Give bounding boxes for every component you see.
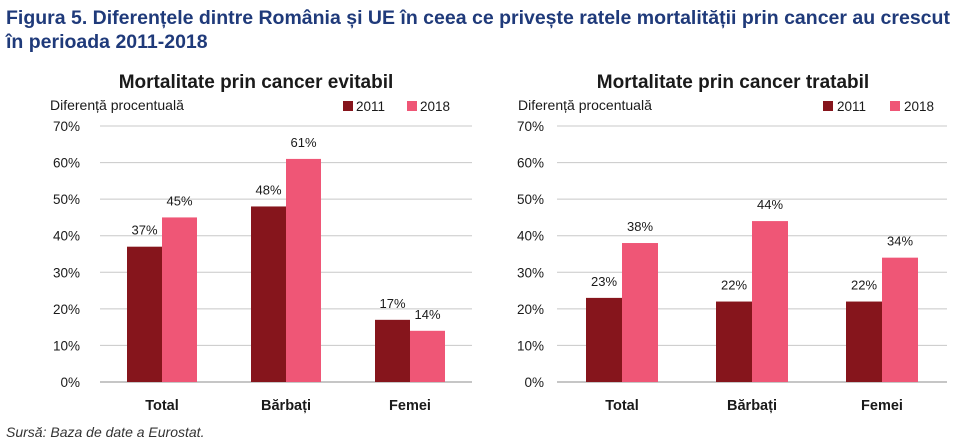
y-axis-label: Diferență procentuală [50,97,184,113]
y-axis-label: Diferență procentuală [518,97,652,113]
data-label-2011-0: 23% [591,274,617,289]
bar-2018-0 [162,217,197,382]
legend-label-2011: 2011 [356,99,385,114]
y-tick-label: 10% [53,338,80,353]
category-label: Bărbați [727,398,777,414]
source-note: Sursă: Baza de date a Eurostat. [6,424,205,440]
chart-title: Mortalitate prin cancer tratabil [597,72,869,93]
data-label-2011-2: 22% [851,278,877,293]
category-label: Femei [861,398,903,414]
bar-2018-1 [752,221,788,382]
figure-title: Figura 5. Diferențele dintre România și … [6,7,950,53]
category-label: Femei [389,398,431,414]
bar-2011-1 [716,301,752,382]
legend-label-2011: 2011 [837,99,866,114]
chart-treatable-mortality: Mortalitate prin cancer tratabil Diferenț… [517,72,947,414]
data-label-2018-2: 14% [414,307,440,322]
y-tick-label: 70% [517,119,544,134]
bar-2011-2 [375,319,410,382]
y-tick-label: 30% [53,265,80,280]
data-label-2018-0: 38% [627,219,653,234]
bar-2011-2 [846,301,882,382]
data-label-2018-0: 45% [166,193,192,208]
chart-avoidable-mortality: Mortalitate prin cancer evitabil Diferenț… [50,72,472,414]
bar-2018-2 [882,257,918,382]
bar-2011-1 [251,206,286,382]
bar-2011-0 [586,297,622,382]
legend-swatch-2018 [407,101,417,111]
y-tick-label: 60% [517,156,544,171]
y-tick-label: 20% [53,302,80,317]
bar-2018-0 [622,243,658,382]
data-label-2011-2: 17% [379,296,405,311]
data-label-2018-2: 34% [887,234,913,249]
y-tick-label: 0% [524,375,544,390]
category-label: Total [605,398,639,414]
data-label-2011-1: 22% [721,278,747,293]
data-label-2011-0: 37% [131,223,157,238]
legend-swatch-2011 [823,101,833,111]
data-label-2011-1: 48% [255,182,281,197]
legend-swatch-2011 [343,101,353,111]
y-tick-label: 0% [60,375,80,390]
y-tick-label: 40% [53,229,80,244]
legend-swatch-2018 [890,101,900,111]
bar-2018-2 [410,330,445,382]
legend-label-2018: 2018 [420,99,450,114]
y-tick-label: 50% [53,192,80,207]
y-tick-label: 20% [517,302,544,317]
bar-2011-0 [127,246,162,382]
y-tick-label: 10% [517,338,544,353]
y-tick-label: 40% [517,229,544,244]
chart-title: Mortalitate prin cancer evitabil [119,72,394,93]
y-tick-label: 50% [517,192,544,207]
data-label-2018-1: 44% [757,197,783,212]
y-tick-label: 70% [53,119,80,134]
category-label: Total [145,398,179,414]
category-label: Bărbați [261,398,311,414]
legend-label-2018: 2018 [904,99,934,114]
data-label-2018-1: 61% [290,135,316,150]
y-tick-label: 30% [517,265,544,280]
y-tick-label: 60% [53,156,80,171]
bar-2018-1 [286,158,321,382]
